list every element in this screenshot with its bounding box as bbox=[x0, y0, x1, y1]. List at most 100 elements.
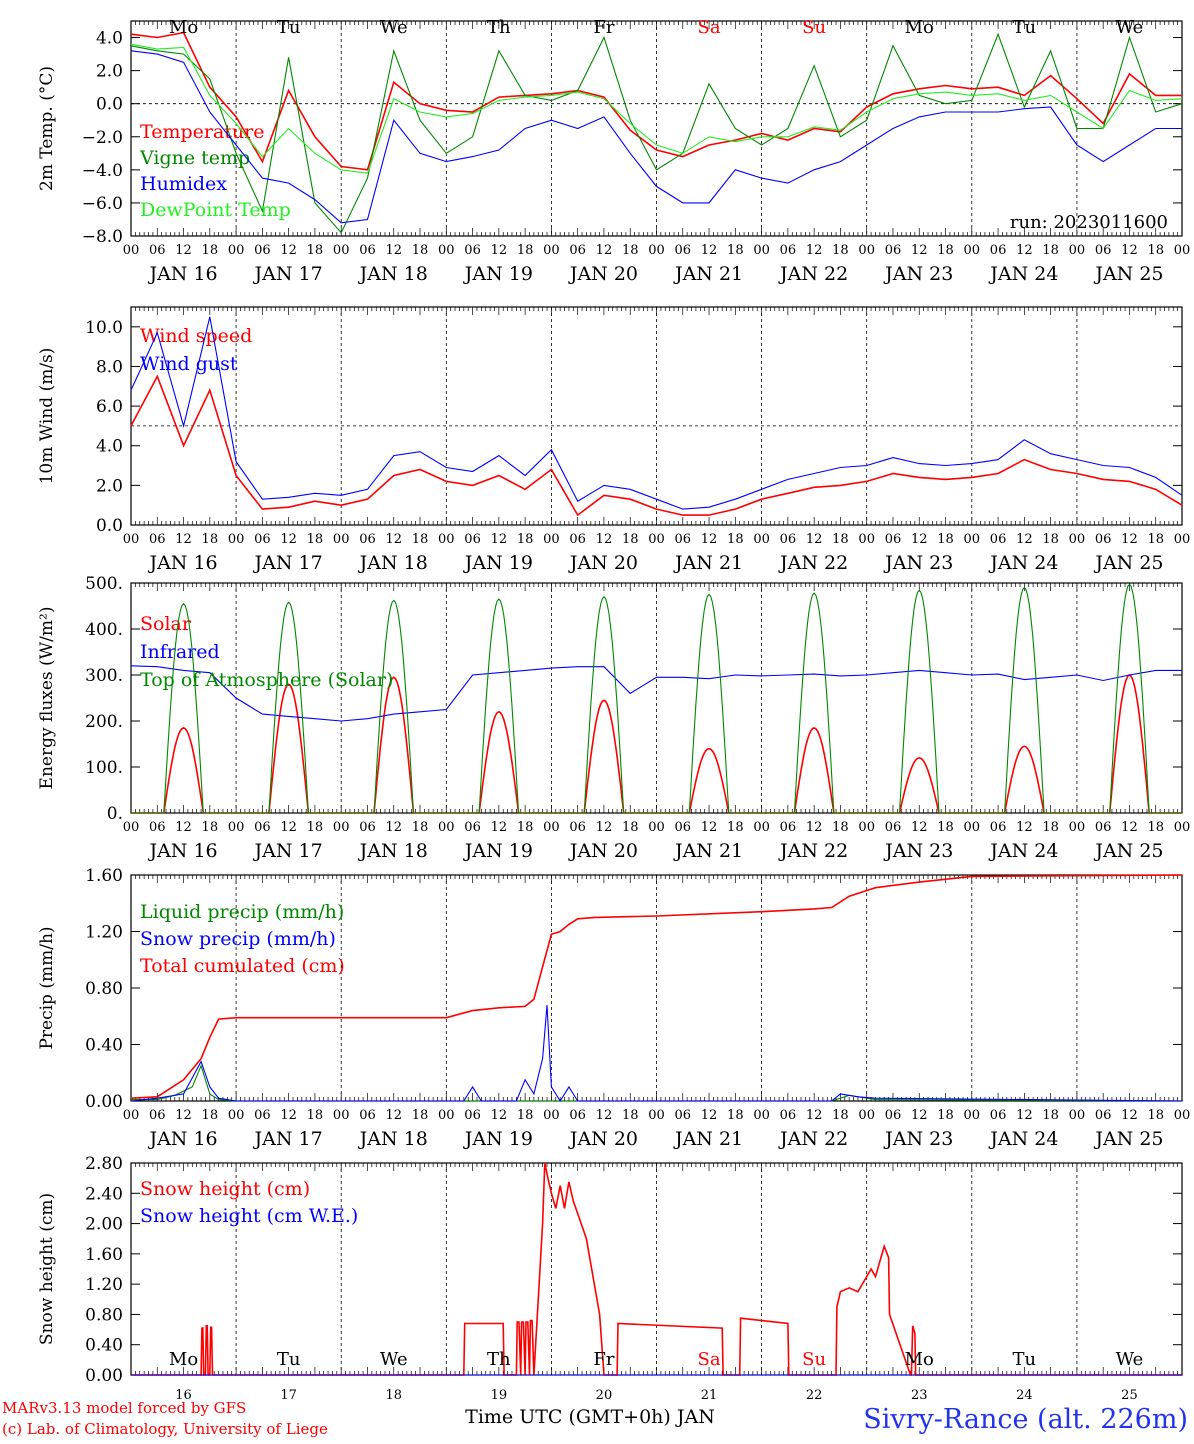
hour-tick-label: 06 bbox=[780, 532, 797, 547]
day-number-label: 21 bbox=[701, 1388, 718, 1403]
day-number-label: 20 bbox=[596, 1388, 613, 1403]
weekday-label: Tu bbox=[1013, 17, 1037, 38]
hour-tick-label: 00 bbox=[964, 820, 981, 835]
legend-entry: Wind gust bbox=[140, 353, 238, 375]
hour-tick-label: 00 bbox=[438, 243, 455, 258]
y-tick-label: 0.0 bbox=[96, 516, 123, 536]
hour-tick-label: 12 bbox=[385, 243, 402, 258]
date-label: JAN 17 bbox=[253, 1128, 323, 1150]
station-name: Sivry-Rance (alt. 226m) bbox=[863, 1404, 1188, 1435]
hour-tick-label: 18 bbox=[412, 1108, 429, 1123]
y-tick-label: 1.20 bbox=[85, 1275, 123, 1295]
hour-tick-label: 00 bbox=[1174, 243, 1191, 258]
hour-tick-label: 00 bbox=[123, 243, 140, 258]
date-label: JAN 25 bbox=[1093, 1128, 1163, 1150]
hour-tick-label: 00 bbox=[333, 532, 350, 547]
date-label: JAN 23 bbox=[883, 552, 953, 574]
hour-tick-label: 12 bbox=[175, 243, 192, 258]
hour-tick-label: 00 bbox=[228, 820, 245, 835]
hour-tick-label: 00 bbox=[858, 820, 875, 835]
y-tick-label: 2.80 bbox=[85, 1154, 123, 1174]
hour-tick-label: 18 bbox=[517, 1108, 534, 1123]
y-tick-label: 8.0 bbox=[96, 357, 123, 377]
hour-tick-label: 12 bbox=[1016, 1108, 1033, 1123]
hour-tick-label: 06 bbox=[254, 1108, 271, 1123]
hour-tick-label: 06 bbox=[1095, 532, 1112, 547]
y-tick-label: 0.80 bbox=[85, 979, 123, 999]
date-label: JAN 24 bbox=[988, 840, 1058, 862]
date-label: JAN 25 bbox=[1093, 263, 1163, 285]
series-line bbox=[130, 316, 1183, 510]
hour-tick-label: 00 bbox=[648, 532, 665, 547]
series-line bbox=[130, 43, 1183, 174]
hour-tick-label: 18 bbox=[727, 820, 744, 835]
hour-tick-label: 18 bbox=[727, 532, 744, 547]
hour-tick-label: 12 bbox=[491, 820, 508, 835]
weekday-label: Fr bbox=[593, 17, 614, 38]
hour-tick-label: 06 bbox=[464, 1108, 481, 1123]
hour-tick-label: 06 bbox=[254, 243, 271, 258]
hour-tick-label: 18 bbox=[937, 243, 954, 258]
y-tick-label: 2.0 bbox=[96, 62, 123, 82]
hour-tick-label: 00 bbox=[1174, 532, 1191, 547]
hour-tick-label: 12 bbox=[280, 820, 297, 835]
date-label: JAN 20 bbox=[568, 552, 638, 574]
hour-tick-label: 12 bbox=[385, 820, 402, 835]
hour-tick-label: 12 bbox=[1121, 820, 1138, 835]
legend-entry: Snow height (cm W.E.) bbox=[140, 1205, 358, 1227]
date-label: JAN 25 bbox=[1093, 552, 1163, 574]
hour-tick-label: 12 bbox=[806, 1108, 823, 1123]
hour-tick-label: 00 bbox=[964, 532, 981, 547]
legend-entry: Solar bbox=[140, 613, 192, 635]
date-label: JAN 17 bbox=[253, 263, 323, 285]
hour-tick-label: 06 bbox=[569, 243, 586, 258]
y-tick-label: 4.0 bbox=[96, 29, 123, 49]
y-tick-label: 400. bbox=[85, 620, 123, 640]
hour-tick-label: 18 bbox=[517, 820, 534, 835]
y-tick-label: 1.60 bbox=[85, 866, 123, 886]
hour-tick-label: 18 bbox=[1147, 820, 1164, 835]
date-label: JAN 22 bbox=[778, 840, 848, 862]
y-tick-label: 0.0 bbox=[96, 95, 123, 115]
date-label: JAN 21 bbox=[673, 1128, 743, 1150]
hour-tick-label: 12 bbox=[175, 1108, 192, 1123]
y-tick-label: −8.0 bbox=[82, 227, 123, 247]
hour-tick-label: 06 bbox=[675, 243, 692, 258]
hour-tick-label: 00 bbox=[753, 243, 770, 258]
date-label: JAN 24 bbox=[988, 263, 1058, 285]
hour-tick-label: 18 bbox=[622, 1108, 639, 1123]
y-tick-label: −6.0 bbox=[82, 194, 123, 214]
hour-tick-label: 18 bbox=[307, 243, 324, 258]
date-label: JAN 19 bbox=[463, 263, 533, 285]
y-tick-label: 0.80 bbox=[85, 1305, 123, 1325]
hour-tick-label: 06 bbox=[675, 1108, 692, 1123]
date-label: JAN 22 bbox=[778, 552, 848, 574]
hour-tick-label: 12 bbox=[1121, 243, 1138, 258]
hour-tick-label: 06 bbox=[464, 820, 481, 835]
hour-tick-label: 12 bbox=[385, 1108, 402, 1123]
hour-tick-label: 00 bbox=[333, 243, 350, 258]
day-number-label: 18 bbox=[385, 1388, 402, 1403]
date-label: JAN 18 bbox=[358, 263, 428, 285]
hour-tick-label: 18 bbox=[937, 532, 954, 547]
hour-tick-label: 06 bbox=[885, 243, 902, 258]
hour-tick-label: 18 bbox=[307, 820, 324, 835]
hour-tick-label: 00 bbox=[964, 243, 981, 258]
hour-tick-label: 06 bbox=[359, 1108, 376, 1123]
hour-tick-label: 12 bbox=[911, 532, 928, 547]
hour-tick-label: 12 bbox=[806, 820, 823, 835]
legend-entry: Snow height (cm) bbox=[140, 1178, 310, 1200]
hour-tick-label: 12 bbox=[1016, 820, 1033, 835]
hour-tick-label: 18 bbox=[622, 243, 639, 258]
day-number-label: 16 bbox=[175, 1388, 192, 1403]
hour-tick-label: 00 bbox=[123, 1108, 140, 1123]
hour-tick-label: 06 bbox=[149, 820, 166, 835]
date-label: JAN 17 bbox=[253, 552, 323, 574]
date-label: JAN 23 bbox=[883, 263, 953, 285]
hour-tick-label: 06 bbox=[464, 243, 481, 258]
x-axis-title: Time UTC (GMT+0h) JAN bbox=[465, 1406, 715, 1428]
hour-tick-label: 06 bbox=[675, 820, 692, 835]
day-number-label: 19 bbox=[491, 1388, 508, 1403]
hour-tick-label: 18 bbox=[832, 820, 849, 835]
day-number-label: 17 bbox=[280, 1388, 297, 1403]
